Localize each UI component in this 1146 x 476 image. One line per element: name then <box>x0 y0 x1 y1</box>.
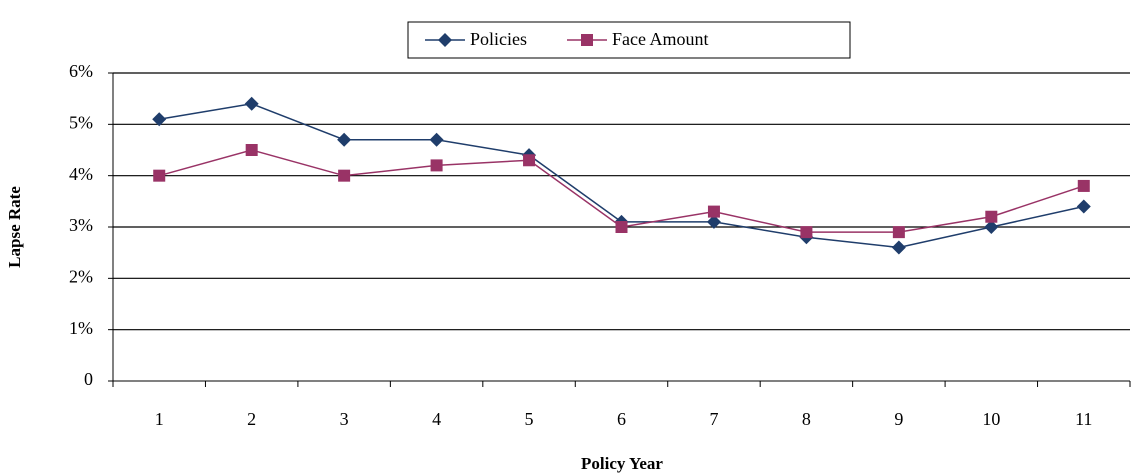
x-tick-label: 5 <box>525 409 534 429</box>
x-axis-title: Policy Year <box>581 454 663 473</box>
y-tick-label: 1% <box>69 318 93 338</box>
x-tick-label: 10 <box>982 409 1000 429</box>
y-tick-label: 3% <box>69 215 93 235</box>
x-tick-label: 7 <box>709 409 718 429</box>
marker <box>153 169 166 182</box>
x-tick-label: 6 <box>617 409 626 429</box>
y-tick-label: 4% <box>69 164 93 184</box>
x-tick-label: 2 <box>247 409 256 429</box>
y-tick-label: 0 <box>84 369 93 389</box>
marker <box>707 205 720 218</box>
marker <box>891 240 906 255</box>
y-tick-label: 5% <box>69 112 93 132</box>
marker <box>985 210 998 223</box>
marker <box>615 221 628 233</box>
y-tick-label: 2% <box>69 266 93 286</box>
marker <box>892 226 905 239</box>
marker <box>337 132 352 147</box>
x-tick-label: 8 <box>802 409 811 429</box>
marker <box>1077 179 1090 192</box>
marker <box>800 226 813 239</box>
marker <box>984 220 999 234</box>
marker <box>152 112 167 127</box>
marker <box>523 154 536 167</box>
legend-marker <box>438 33 452 47</box>
marker <box>430 159 443 172</box>
marker <box>1076 199 1091 214</box>
legend-label: Face Amount <box>612 29 709 49</box>
marker <box>244 96 259 111</box>
x-tick-label: 11 <box>1075 409 1092 429</box>
x-tick-label: 4 <box>432 409 441 429</box>
marker <box>706 214 721 229</box>
legend-label: Policies <box>470 29 527 49</box>
x-tick-label: 3 <box>340 409 349 429</box>
legend-marker <box>581 34 593 46</box>
y-tick-label: 6% <box>69 61 93 81</box>
marker <box>245 144 258 156</box>
marker <box>429 132 444 147</box>
legend-box <box>407 21 851 59</box>
x-tick-label: 9 <box>894 409 903 429</box>
marker <box>338 169 351 182</box>
y-axis-title: Lapse Rate <box>5 186 24 268</box>
x-tick-label: 1 <box>155 409 164 429</box>
